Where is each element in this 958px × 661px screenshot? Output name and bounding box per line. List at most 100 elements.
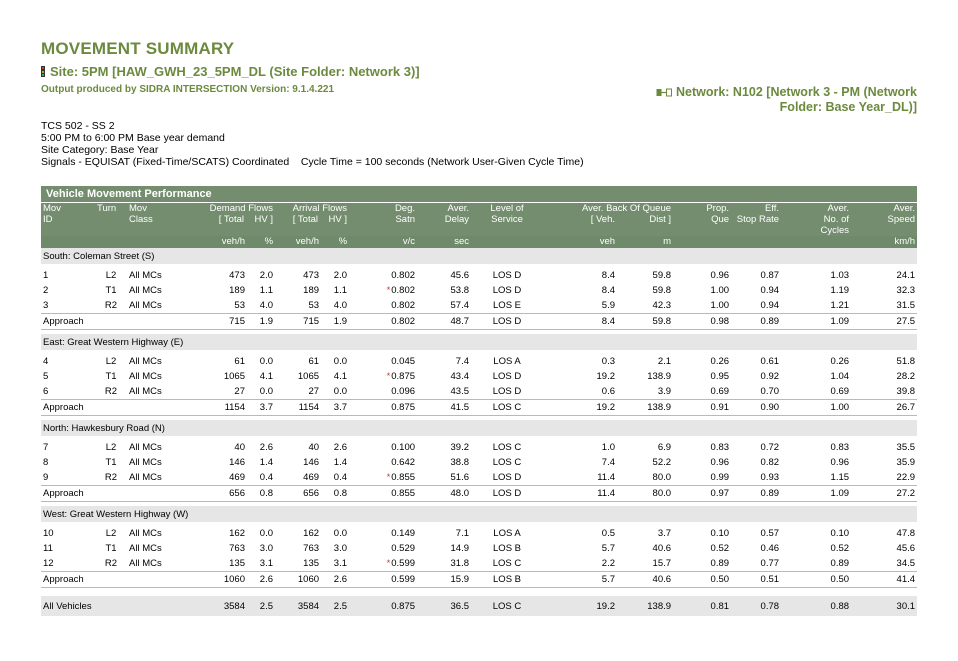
unit-dist: m bbox=[617, 236, 674, 248]
cell-delay: 39.2 bbox=[450, 442, 470, 453]
cell-eff: 0.51 bbox=[731, 571, 782, 588]
info-line-3: Site Category: Base Year bbox=[41, 144, 159, 156]
cell-ahv: 1.4 bbox=[333, 457, 348, 468]
cell-spd: 41.4 bbox=[851, 571, 918, 588]
cell-turn: L2 bbox=[105, 270, 117, 281]
cell-spd: 28.2 bbox=[896, 371, 916, 382]
cell-turn: R2 bbox=[104, 386, 118, 397]
approach-row: Approach 1154 3.7 1154 3.7 0.875 41.5 LOS C 19.2… bbox=[41, 399, 918, 416]
cell-cyc: 0.26 bbox=[830, 356, 850, 367]
table-row: 12 R2 All MCs 135 3.1 135 3.1 *0.599 31.8 LOS C 2.… bbox=[41, 556, 917, 572]
unit-speed: km/h bbox=[851, 236, 918, 248]
cell-ahv: 2.5 bbox=[321, 596, 350, 616]
cell-delay: 7.1 bbox=[455, 528, 470, 539]
section-name: South: Coleman Street (S) bbox=[41, 248, 918, 264]
th-dist: Dist ] bbox=[617, 214, 674, 225]
cell-turn: R2 bbox=[104, 558, 118, 569]
deg-value: 0.529 bbox=[391, 543, 416, 554]
cell-dist: 2.1 bbox=[657, 356, 672, 367]
critical-star: * bbox=[386, 371, 391, 381]
cell-delay: 45.6 bbox=[450, 270, 470, 281]
cell-dt: 146 bbox=[229, 457, 245, 468]
cell-cyc: 1.00 bbox=[781, 399, 852, 416]
cell-dhv: 2.0 bbox=[259, 270, 274, 281]
cell-deg: 0.529 bbox=[349, 541, 417, 556]
th-turn: Turn bbox=[95, 203, 127, 214]
th-queue: Aver. Back Of Queue bbox=[543, 203, 674, 214]
cell-dt: 61 bbox=[234, 356, 245, 367]
cell-cyc: 1.09 bbox=[781, 313, 852, 330]
cell-spd: 47.8 bbox=[896, 528, 916, 539]
cell-delay: 7.4 bbox=[455, 356, 470, 367]
cell-label: All Vehicles bbox=[41, 596, 95, 616]
cell-prop: 0.91 bbox=[673, 399, 732, 416]
th-cycles3: Cycles bbox=[781, 225, 852, 236]
cell-veh: 19.2 bbox=[543, 596, 618, 616]
cell-dist: 6.9 bbox=[657, 442, 672, 453]
cell-delay: 48.0 bbox=[417, 485, 472, 502]
section-header: West: Great Western Highway (W) bbox=[41, 506, 918, 522]
cell-ahv: 0.8 bbox=[321, 485, 350, 502]
cell-eff: 0.90 bbox=[731, 399, 782, 416]
cell-id: 4 bbox=[43, 356, 49, 367]
deg-value: 0.855 bbox=[391, 488, 416, 499]
cell-deg: *0.855 bbox=[349, 470, 417, 486]
cell-ahv: 2.6 bbox=[321, 571, 350, 588]
th-prop: Prop. bbox=[673, 203, 732, 214]
cell-dhv: 0.4 bbox=[259, 472, 274, 483]
th-noof: No. of bbox=[781, 214, 852, 225]
deg-value: 0.802 bbox=[391, 316, 416, 327]
th-que: Que bbox=[673, 214, 732, 225]
cell-cls: All MCs bbox=[129, 457, 162, 468]
cell-eff: 0.70 bbox=[760, 386, 780, 397]
cell-prop: 0.50 bbox=[673, 571, 732, 588]
deg-value: 0.855 bbox=[391, 472, 416, 483]
cell-prop: 0.81 bbox=[673, 596, 732, 616]
section-name: North: Hawkesbury Road (N) bbox=[41, 420, 918, 436]
table-row: 6 R2 All MCs 27 0.0 27 0.0 0.096 43.5 LOS D 0.6 3.9… bbox=[41, 384, 917, 400]
cell-veh: 0.6 bbox=[601, 386, 616, 397]
cell-dist: 80.0 bbox=[652, 472, 672, 483]
deg-value: 0.802 bbox=[391, 270, 416, 281]
cell-turn: T1 bbox=[105, 371, 117, 382]
approach-row: Approach 715 1.9 715 1.9 0.802 48.7 LOS D 8.4 59.… bbox=[41, 313, 918, 330]
cell-cls: All MCs bbox=[129, 528, 162, 539]
cell-ahv: 3.0 bbox=[333, 543, 348, 554]
cell-spd: 35.5 bbox=[896, 442, 916, 453]
cell-dist: 42.3 bbox=[652, 300, 672, 311]
th-veh: [ Veh. bbox=[543, 214, 618, 225]
cell-eff: 0.94 bbox=[760, 285, 780, 296]
cell-prop: 0.99 bbox=[710, 472, 730, 483]
th-los: Level of bbox=[471, 203, 544, 214]
cell-spd: 45.6 bbox=[896, 543, 916, 554]
cell-dist: 15.7 bbox=[652, 558, 672, 569]
th-demand: Demand Flows bbox=[185, 203, 276, 214]
cell-delay: 36.5 bbox=[417, 596, 472, 616]
cell-dhv: 0.8 bbox=[247, 485, 276, 502]
cell-delay: 43.4 bbox=[450, 371, 470, 382]
cell-dt: 469 bbox=[229, 472, 245, 483]
cell-turn: L2 bbox=[105, 528, 117, 539]
cell-eff: 0.89 bbox=[731, 313, 782, 330]
cell-los: LOS D bbox=[492, 386, 522, 397]
cell-dist: 59.8 bbox=[652, 270, 672, 281]
cell-ahv: 1.9 bbox=[321, 313, 350, 330]
table-row: 4 L2 All MCs 61 0.0 61 0.0 0.045 7.4 LOS A 0.3 2.1 0… bbox=[41, 354, 917, 369]
cell-prop: 0.97 bbox=[673, 485, 732, 502]
cell-label: Approach bbox=[41, 313, 95, 330]
cell-delay: 57.4 bbox=[450, 300, 470, 311]
cell-los: LOS B bbox=[471, 571, 544, 588]
cell-deg: *0.875 bbox=[349, 369, 417, 384]
cell-deg: 0.100 bbox=[349, 440, 417, 455]
cell-spd: 24.1 bbox=[896, 270, 916, 281]
site-heading: Site: 5PM [HAW_GWH_23_5PM_DL (Site Folde… bbox=[41, 64, 420, 79]
section-name: West: Great Western Highway (W) bbox=[41, 506, 918, 522]
cell-id: 6 bbox=[43, 386, 49, 397]
cell-los: LOS D bbox=[471, 485, 544, 502]
cell-dist: 59.8 bbox=[652, 285, 672, 296]
cell-dt: 162 bbox=[229, 528, 245, 539]
cell-deg: 0.642 bbox=[349, 455, 417, 470]
approach-row: Approach 1060 2.6 1060 2.6 0.599 15.9 LOS B 5.7 4… bbox=[41, 571, 918, 588]
table-row: 3 R2 All MCs 53 4.0 53 4.0 0.802 57.4 LOS E 5.9 42.… bbox=[41, 298, 917, 314]
